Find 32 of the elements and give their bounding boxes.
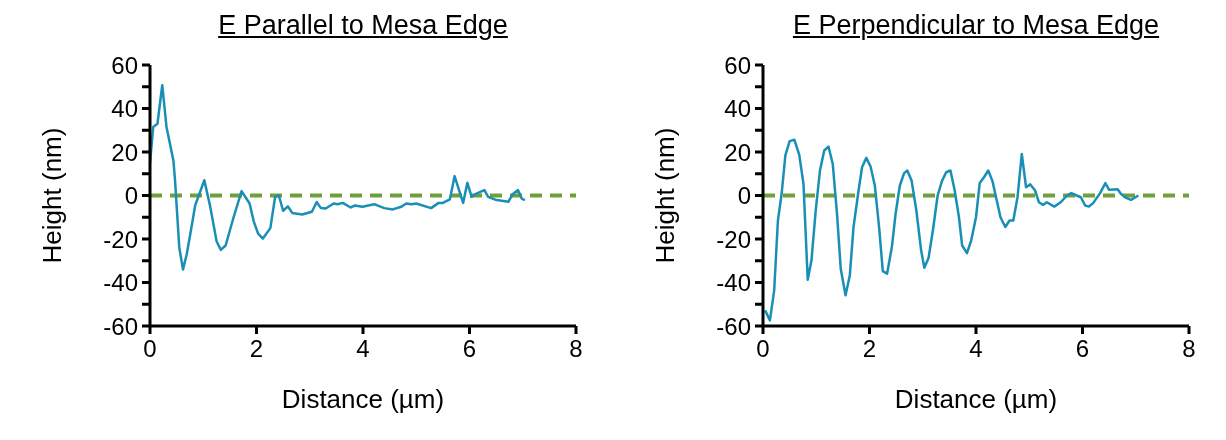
x-tick-label: 4 [356,335,370,363]
x-tick-label: 2 [862,335,877,363]
x-tick-label: 0 [756,335,770,363]
y-tick-label: -40 [716,269,751,297]
x-tick-label: 4 [969,335,983,363]
x-tick-label: 2 [249,335,264,363]
y-tick-label: 60 [724,51,751,79]
x-tick-label: 8 [1182,335,1196,363]
y-axis-title: Height (nm) [650,127,681,264]
y-tick-label: 40 [724,95,751,123]
y-tick-label: -20 [103,225,138,253]
x-axis-title: Distance (µm) [894,384,1058,414]
y-tick-label: 60 [111,51,138,79]
chart-title: E Parallel to Mesa Edge [217,10,509,41]
chart-title: E Perpendicular to Mesa Edge [791,10,1161,41]
y-tick-label: -20 [716,225,751,253]
y-tick-label: -60 [103,312,138,340]
y-tick-label: 40 [111,95,138,123]
y-tick-label: -40 [103,269,138,297]
y-tick-label: 20 [724,138,751,166]
y-tick-label: 0 [124,182,138,210]
line-series [763,138,1140,322]
y-axis-title: Height (nm) [37,127,68,264]
y-tick-label: -60 [716,312,751,340]
y-tick-label: 0 [737,182,751,210]
x-tick-label: 6 [462,335,477,363]
x-tick-label: 0 [143,335,157,363]
x-axis-title: Distance (µm) [281,384,445,414]
line-series [150,83,527,271]
y-tick-label: 20 [111,138,138,166]
x-tick-label: 6 [1075,335,1090,363]
x-tick-label: 8 [569,335,583,363]
